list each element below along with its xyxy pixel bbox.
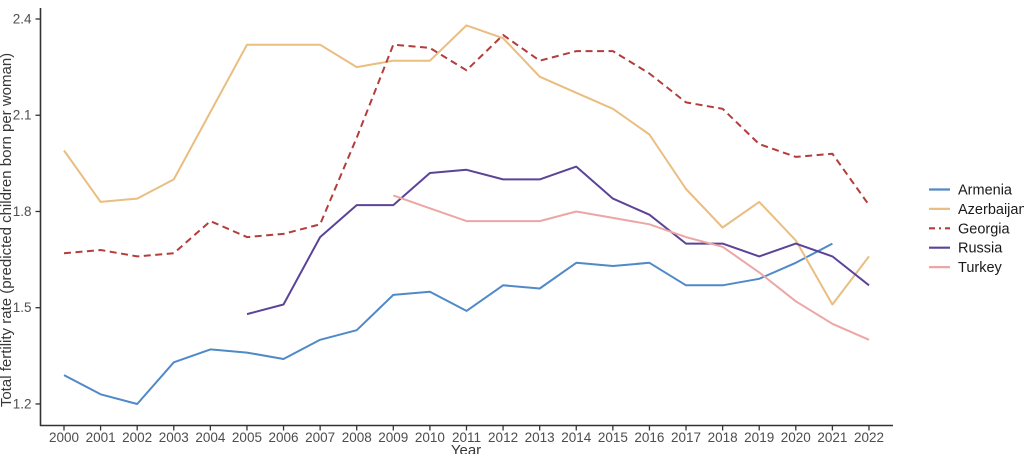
legend-label: Armenia bbox=[958, 183, 1013, 199]
y-tick-label: 2.4 bbox=[13, 12, 32, 27]
y-tick-label: 1.8 bbox=[13, 204, 32, 219]
x-tick-label: 2022 bbox=[854, 430, 884, 445]
x-tick-label: 2005 bbox=[232, 430, 262, 445]
legend-label: Russia bbox=[958, 241, 1003, 257]
x-tick-label: 2019 bbox=[744, 430, 774, 445]
chart-series-lines bbox=[63, 24, 870, 405]
x-tick-label: 2021 bbox=[817, 430, 847, 445]
y-axis-ticks: 2.4 2.1 1.8 1.5 1.2 bbox=[13, 12, 41, 411]
x-tick-label: 2008 bbox=[342, 430, 372, 445]
x-tick-label: 2017 bbox=[671, 430, 701, 445]
x-tick-label: 2001 bbox=[86, 430, 116, 445]
x-tick-label: 2000 bbox=[49, 430, 79, 445]
x-axis-ticks: 2000 2001 2002 2003 2004 2005 2006 2007 2008 2009… bbox=[49, 425, 884, 445]
y-tick-label: 2.1 bbox=[13, 108, 32, 123]
legend: Armenia Azerbaijan Georgia Russia Turkey bbox=[929, 183, 1024, 276]
x-axis-title: Year bbox=[451, 442, 481, 454]
y-tick-label: 1.5 bbox=[13, 300, 32, 315]
x-tick-label: 2006 bbox=[269, 430, 299, 445]
x-tick-label: 2018 bbox=[708, 430, 738, 445]
x-tick-label: 2004 bbox=[195, 430, 226, 445]
x-tick-label: 2009 bbox=[378, 430, 408, 445]
x-tick-label: 2012 bbox=[488, 430, 518, 445]
y-tick-label: 1.2 bbox=[13, 396, 32, 411]
x-tick-label: 2013 bbox=[525, 430, 555, 445]
x-tick-label: 2016 bbox=[634, 430, 664, 445]
legend-item-russia: Russia bbox=[929, 241, 1003, 257]
series-line-azerbaijan bbox=[63, 24, 870, 306]
y-axis-title: Total fertility rate (predicted children… bbox=[0, 53, 15, 407]
legend-item-turkey: Turkey bbox=[929, 260, 1003, 276]
x-tick-label: 2014 bbox=[561, 430, 592, 445]
series-line-turkey bbox=[392, 194, 870, 341]
x-tick-label: 2007 bbox=[305, 430, 335, 445]
x-tick-label: 2015 bbox=[598, 430, 628, 445]
x-tick-label: 2002 bbox=[122, 430, 152, 445]
legend-item-georgia: Georgia bbox=[929, 221, 1011, 237]
legend-label: Georgia bbox=[958, 221, 1011, 237]
x-tick-label: 2003 bbox=[159, 430, 189, 445]
legend-item-armenia: Armenia bbox=[929, 183, 1013, 199]
legend-item-azerbaijan: Azerbaijan bbox=[929, 202, 1024, 218]
x-tick-label: 2020 bbox=[781, 430, 811, 445]
series-line-georgia bbox=[63, 34, 870, 258]
legend-label: Turkey bbox=[958, 260, 1003, 276]
series-line-armenia bbox=[63, 242, 833, 405]
series-line-russia bbox=[246, 165, 870, 316]
legend-label: Azerbaijan bbox=[958, 202, 1024, 218]
x-tick-label: 2010 bbox=[415, 430, 445, 445]
x-tick-label: 2011 bbox=[452, 430, 481, 445]
